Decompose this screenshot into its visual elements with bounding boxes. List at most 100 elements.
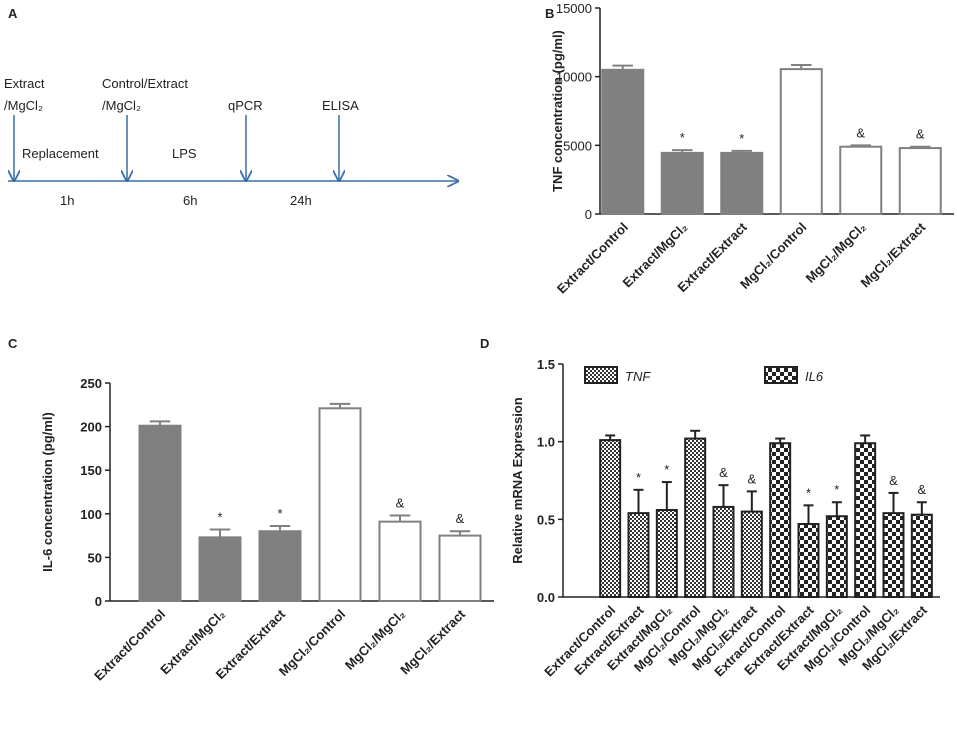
bar [138, 424, 182, 602]
legend-swatch [764, 366, 798, 384]
error-bar [672, 149, 693, 153]
y-tick-label: 15000 [556, 1, 592, 16]
error-bar [690, 429, 701, 439]
error-bar [449, 530, 471, 536]
y-tick-label: 50 [88, 550, 102, 565]
y-tick-label: 0 [95, 594, 102, 609]
bar [258, 530, 302, 602]
duration-label: 6h [183, 193, 197, 208]
y-tick-label: 150 [80, 463, 102, 478]
bar [198, 536, 242, 602]
bar [599, 439, 622, 599]
significance-label: * [806, 485, 811, 500]
significance-label: & [456, 511, 465, 526]
bar [769, 442, 792, 598]
panel-label: B [545, 6, 554, 21]
significance-label: * [636, 470, 641, 485]
bar [712, 505, 735, 599]
bar [797, 522, 820, 599]
panel-label: D [480, 336, 489, 351]
significance-label: & [396, 496, 405, 511]
error-bar [910, 145, 931, 149]
event-label: /MgCl₂ [102, 98, 141, 113]
bar [720, 151, 764, 216]
significance-label: & [856, 125, 865, 140]
x-tick-label: Extract/Control [554, 220, 631, 297]
significance-label: * [217, 509, 222, 524]
y-axis-label: TNF concentration (pg/ml) [550, 30, 565, 192]
y-tick-label: 100 [80, 507, 102, 522]
bar [655, 509, 678, 598]
y-tick-label: 200 [80, 420, 102, 435]
significance-label: & [747, 471, 756, 486]
error-bar [731, 149, 752, 153]
bar [438, 534, 482, 602]
bar [318, 407, 362, 602]
y-axis-label: Relative mRNA Expression [510, 397, 525, 563]
bar [627, 512, 650, 598]
significance-label: * [680, 130, 685, 145]
error-bar [916, 501, 927, 515]
bar [898, 147, 942, 215]
error-bar [718, 484, 729, 507]
significance-label: & [719, 465, 728, 480]
y-tick-label: 0 [585, 207, 592, 222]
error-bar [661, 481, 672, 511]
event-label: Extract [4, 76, 45, 91]
error-bar [389, 514, 411, 522]
error-bar [888, 491, 899, 514]
legend-swatch [584, 366, 618, 384]
error-bar [149, 420, 171, 426]
error-bar [209, 528, 231, 538]
event-label: qPCR [228, 98, 263, 113]
y-tick-label: 250 [80, 376, 102, 391]
error-bar [329, 402, 351, 409]
y-axis-label: IL-6 concentration (pg/ml) [40, 412, 55, 572]
bar [882, 512, 905, 598]
significance-label: * [664, 462, 669, 477]
significance-label: & [917, 482, 926, 497]
bar [825, 515, 848, 599]
significance-label: * [277, 506, 282, 521]
duration-label: 1h [60, 193, 74, 208]
bar [740, 510, 763, 599]
event-label: /MgCl₂ [4, 98, 43, 113]
x-tick-label: Extract/Control [91, 607, 168, 684]
error-bar [612, 64, 633, 70]
error-bar [850, 144, 871, 147]
error-bar [775, 437, 786, 444]
error-bar [633, 488, 644, 514]
error-bar [803, 504, 814, 524]
significance-label: * [834, 482, 839, 497]
x-tick-label: MgCl₂/Extract [397, 606, 468, 677]
phase-label: Replacement [22, 146, 99, 161]
y-tick-label: 5000 [563, 138, 592, 153]
event-label: Control/Extract [102, 76, 188, 91]
error-bar [831, 501, 842, 517]
bar [854, 442, 877, 598]
bar [601, 68, 645, 215]
legend-label: IL6 [805, 369, 824, 384]
error-bar [605, 434, 616, 441]
panel-label: C [8, 336, 18, 351]
significance-label: * [739, 131, 744, 146]
error-bar [791, 63, 812, 70]
significance-label: & [916, 127, 925, 142]
bar [684, 437, 707, 598]
y-tick-label: 0.0 [537, 590, 555, 605]
error-bar [269, 525, 291, 532]
phase-label: LPS [172, 146, 197, 161]
y-tick-label: 1.0 [537, 435, 555, 450]
bar [660, 151, 704, 216]
y-tick-label: 10000 [556, 70, 592, 85]
panel-label: A [8, 6, 18, 21]
legend-label: TNF [625, 369, 651, 384]
x-tick-label: MgCl₂/MgCl₂ [342, 606, 408, 672]
event-label: ELISA [322, 98, 359, 113]
bar [779, 68, 823, 216]
error-bar [746, 490, 757, 512]
bar [910, 513, 933, 599]
significance-label: & [889, 473, 898, 488]
y-tick-label: 0.5 [537, 512, 555, 527]
